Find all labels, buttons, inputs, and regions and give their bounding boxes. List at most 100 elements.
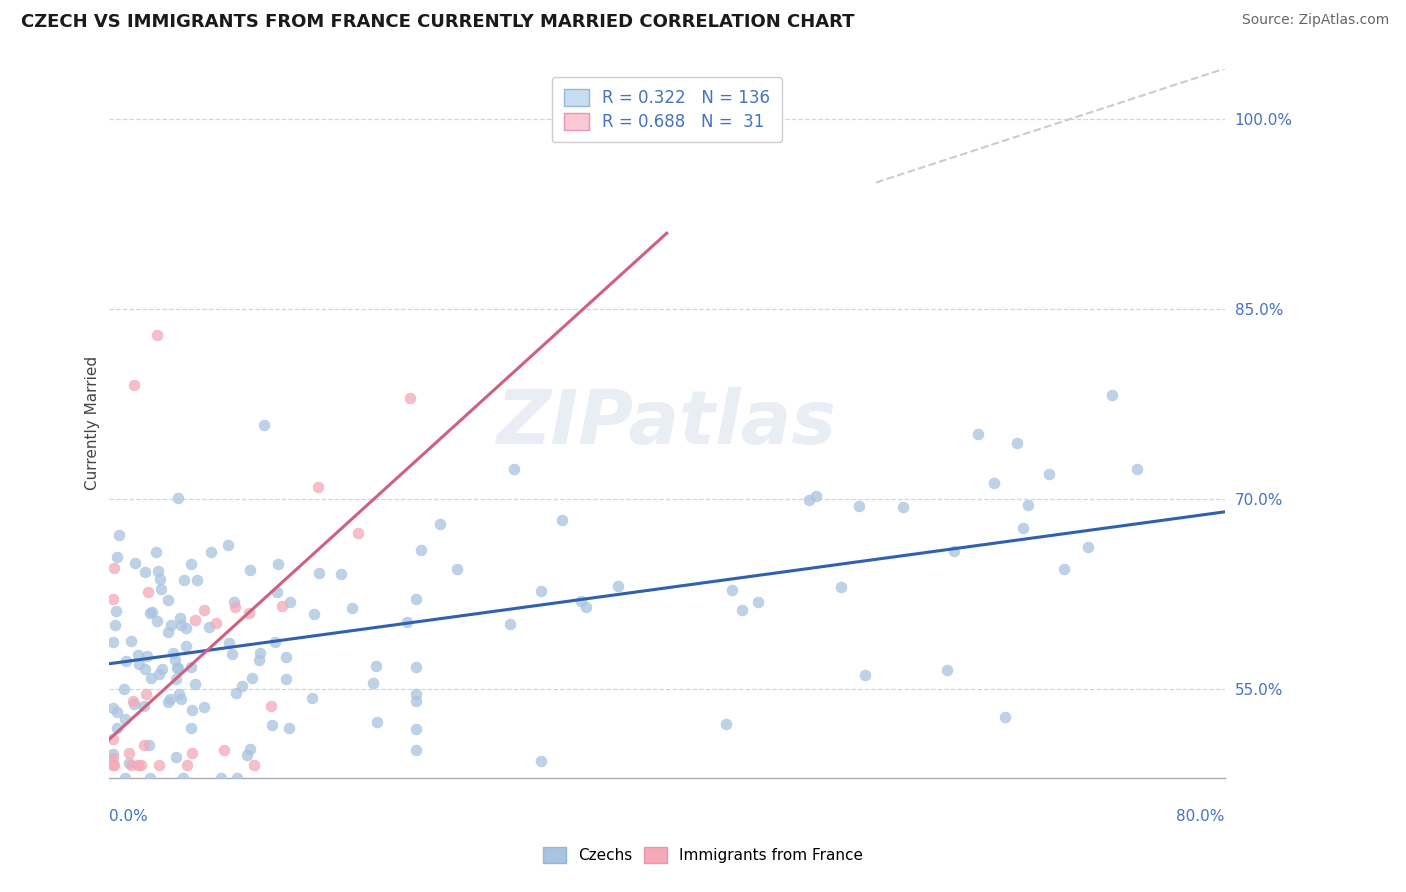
Point (266, 557, 288, 571)
Point (405, 687, 427, 701)
Point (1101, 388, 1123, 402)
Text: ZIPatlas: ZIPatlas (496, 386, 837, 459)
Point (569, 594, 592, 608)
Point (167, 491, 190, 505)
Point (405, 694, 427, 708)
Point (120, 758, 142, 772)
Point (218, 636, 240, 650)
Point (396, 615, 419, 629)
Point (127, 648, 149, 663)
Point (994, 710, 1017, 724)
Point (105, 706, 128, 720)
Point (145, 544, 167, 558)
Text: 0.0%: 0.0% (108, 809, 148, 824)
Point (159, 618, 181, 632)
Point (716, 717, 738, 731)
Point (180, 721, 202, 735)
Point (115, 654, 138, 668)
Point (101, 635, 124, 649)
Point (301, 690, 323, 705)
Point (101, 591, 124, 606)
Point (607, 578, 630, 592)
Point (830, 580, 852, 594)
Point (183, 613, 205, 627)
Point (166, 660, 188, 674)
Point (198, 620, 221, 634)
Point (260, 718, 283, 732)
Point (139, 671, 162, 685)
Point (112, 682, 135, 697)
Point (550, 513, 572, 527)
Point (266, 585, 288, 599)
Point (731, 603, 754, 617)
Point (330, 567, 353, 582)
Point (747, 595, 769, 609)
Point (1077, 540, 1099, 554)
Point (120, 634, 142, 648)
Point (186, 574, 208, 588)
Point (799, 492, 821, 507)
Point (135, 687, 157, 701)
Point (132, 698, 155, 713)
Point (200, 545, 222, 559)
Point (446, 562, 468, 576)
Point (1038, 467, 1060, 482)
Point (107, 549, 129, 564)
Point (235, 747, 257, 762)
Point (967, 427, 990, 442)
Point (184, 677, 207, 691)
Point (166, 661, 188, 675)
Point (149, 572, 172, 586)
Point (162, 646, 184, 660)
Point (157, 592, 180, 607)
Point (238, 606, 260, 620)
Point (105, 604, 128, 618)
Point (252, 418, 274, 433)
Point (157, 694, 180, 708)
Point (276, 649, 298, 664)
Point (302, 607, 325, 622)
Point (129, 758, 152, 772)
Point (502, 462, 524, 476)
Point (180, 659, 202, 673)
Point (530, 584, 553, 599)
Point (101, 758, 124, 772)
Point (149, 582, 172, 597)
Point (366, 658, 388, 673)
Point (146, 614, 169, 628)
Point (170, 691, 193, 706)
Point (848, 499, 870, 513)
Point (239, 741, 262, 756)
Point (239, 564, 262, 578)
Point (499, 616, 522, 631)
Point (101, 701, 124, 715)
Point (983, 476, 1005, 491)
Point (225, 686, 247, 700)
Point (139, 771, 162, 785)
Point (122, 378, 145, 392)
Point (193, 603, 215, 617)
Point (249, 653, 271, 667)
Point (167, 687, 190, 701)
Point (530, 754, 553, 768)
Point (103, 560, 125, 574)
Point (271, 599, 294, 613)
Point (108, 527, 131, 541)
Point (240, 671, 263, 685)
Point (170, 618, 193, 632)
Point (217, 538, 239, 552)
Point (891, 500, 914, 515)
Point (361, 676, 384, 690)
Point (104, 618, 127, 632)
Point (1017, 498, 1039, 512)
Point (169, 611, 191, 625)
Point (398, 392, 420, 406)
Point (114, 712, 136, 726)
Point (1005, 436, 1028, 450)
Point (249, 646, 271, 660)
Point (165, 749, 187, 764)
Point (138, 738, 160, 752)
Point (342, 600, 364, 615)
Point (146, 564, 169, 578)
Point (101, 750, 124, 764)
